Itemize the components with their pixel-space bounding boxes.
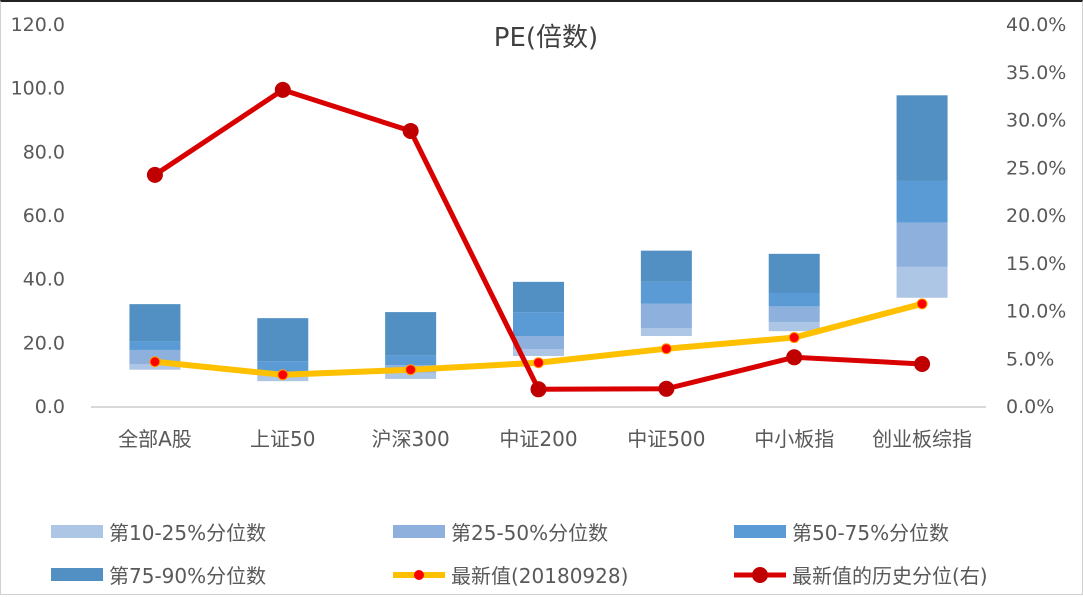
legend-label: 第75-90%分位数 [109, 564, 266, 588]
y-right-tick-label: 15.0% [1006, 253, 1066, 275]
data-point [788, 332, 800, 344]
legend-item: 第10-25%分位数 [51, 521, 266, 545]
legend-item: 第75-90%分位数 [51, 564, 266, 588]
bar-segment [513, 349, 564, 357]
legend-label: 最新值的历史分位(右) [792, 564, 988, 588]
bar-segment [385, 355, 437, 366]
bar-segment [385, 372, 437, 379]
y-left-tick-label: 120.0 [11, 14, 65, 36]
bar-segment [896, 222, 948, 267]
legend-marker [414, 570, 424, 580]
bar-segment [129, 304, 181, 342]
y-left-tick-label: 0.0 [35, 396, 65, 418]
legend-label: 第10-25%分位数 [109, 521, 266, 545]
y-left-tick-label: 40.0 [23, 269, 65, 291]
data-point [660, 343, 672, 355]
legend-swatch [393, 525, 445, 538]
legend-item: 第50-75%分位数 [734, 521, 949, 545]
bar-segment [768, 253, 820, 293]
y-right-tick-label: 20.0% [1006, 205, 1066, 227]
y-right-tick-label: 5.0% [1006, 348, 1054, 370]
y-right-tick-label: 40.0% [1006, 14, 1066, 36]
data-point [405, 364, 417, 376]
legend-marker [752, 567, 768, 583]
legend-label: 第50-75%分位数 [792, 521, 949, 545]
bar-segment [640, 328, 692, 336]
data-point [274, 81, 291, 98]
data-point [914, 355, 931, 372]
x-tick-label: 沪深300 [372, 427, 450, 451]
y-right-tick-label: 10.0% [1006, 301, 1066, 323]
y-left-tick-label: 60.0 [23, 205, 65, 227]
x-tick-label: 中证200 [499, 427, 577, 451]
bar-segment [513, 312, 564, 337]
data-point [658, 380, 675, 397]
y-right-tick-label: 0.0% [1006, 396, 1054, 418]
bar-segment [896, 266, 948, 298]
bar-segment [640, 250, 692, 282]
x-tick-label: 创业板综指 [872, 427, 972, 451]
x-tick-label: 上证50 [250, 427, 315, 451]
bar-segment [768, 306, 820, 322]
legend-item: 最新值的历史分位(右) [734, 564, 988, 588]
legend-swatch [734, 525, 786, 538]
bar-segment [257, 318, 309, 362]
bar-segment [640, 281, 692, 304]
bar-segment [129, 341, 181, 350]
bar-segment [257, 361, 309, 373]
bar-segment [768, 292, 820, 307]
legend-label: 第25-50%分位数 [451, 521, 608, 545]
legend-swatch [51, 568, 103, 581]
data-point [916, 298, 928, 310]
legend-item: 最新值(20180928) [393, 564, 628, 588]
data-point [277, 369, 289, 381]
y-left-tick-label: 80.0 [23, 141, 65, 163]
x-tick-label: 中证500 [627, 427, 705, 451]
data-point [149, 356, 161, 368]
y-right-tick-label: 30.0% [1006, 110, 1066, 132]
data-point [533, 357, 544, 369]
data-point [530, 381, 547, 398]
data-point [402, 122, 419, 139]
bar-segment [513, 336, 564, 350]
bar-segment [385, 312, 437, 356]
bar-segment [513, 281, 564, 313]
data-point [786, 349, 803, 366]
data-point [146, 166, 163, 183]
legend-item: 第25-50%分位数 [393, 521, 608, 545]
x-tick-label: 中小板指 [754, 427, 834, 451]
x-tick-label: 全部A股 [118, 427, 192, 451]
y-left-tick-label: 20.0 [23, 332, 65, 354]
bar-segment [896, 95, 948, 181]
chart-title: PE(倍数) [494, 23, 598, 53]
bar-segment [896, 180, 948, 223]
legend-swatch [51, 525, 103, 538]
legend-label: 最新值(20180928) [451, 564, 628, 588]
y-left-tick-label: 100.0 [11, 78, 65, 100]
y-right-tick-label: 25.0% [1006, 157, 1066, 179]
bar-segment [640, 303, 692, 329]
y-right-tick-label: 35.0% [1006, 62, 1066, 84]
bar-segment [768, 321, 820, 332]
